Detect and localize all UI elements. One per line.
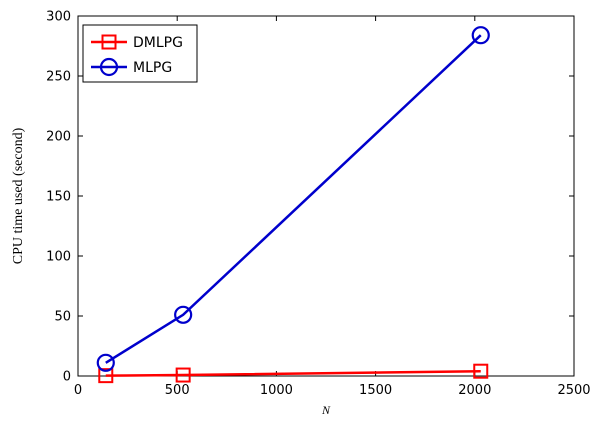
series-dmlpg: [98, 363, 489, 384]
data-point-dmlpg: [175, 367, 191, 383]
y-tick-label: 0: [63, 370, 71, 385]
data-point-mlpg: [96, 353, 115, 372]
y-tick-label: 50: [54, 310, 71, 325]
series-layer: [96, 26, 490, 384]
x-tick-label: 0: [74, 383, 82, 398]
x-tick-label: 2000: [458, 383, 491, 398]
y-tick-label: 200: [46, 130, 71, 145]
data-point-dmlpg: [473, 363, 489, 379]
series-line-mlpg: [105, 34, 482, 364]
x-tick-label: 1000: [260, 383, 293, 398]
y-axis-title: CPU time used (second): [11, 127, 26, 264]
x-tick-label: 1500: [359, 383, 392, 398]
legend-label-mlpg: MLPG: [133, 60, 172, 76]
y-tick-label: 300: [46, 10, 71, 25]
data-point-dmlpg: [98, 368, 114, 384]
legend: DMLPG MLPG: [82, 24, 198, 83]
x-axis-title: N: [321, 403, 331, 417]
x-tick-label: 500: [165, 383, 190, 398]
x-tick-label: 2500: [557, 383, 590, 398]
series-mlpg: [96, 26, 490, 372]
legend-marker-dmlpg: [101, 34, 117, 50]
data-point-mlpg: [471, 26, 490, 45]
data-point-mlpg: [174, 305, 193, 324]
legend-marker-mlpg: [99, 57, 119, 77]
axes: 0 500 1000 1500 2000 2500 0 50 100 150 200 250 300: [46, 10, 590, 399]
y-tick-label: 150: [46, 190, 71, 205]
series-line-dmlpg: [105, 369, 481, 377]
legend-label-dmlpg: DMLPG: [133, 35, 183, 51]
y-tick-label: 250: [46, 70, 71, 85]
y-tick-label: 100: [46, 250, 71, 265]
